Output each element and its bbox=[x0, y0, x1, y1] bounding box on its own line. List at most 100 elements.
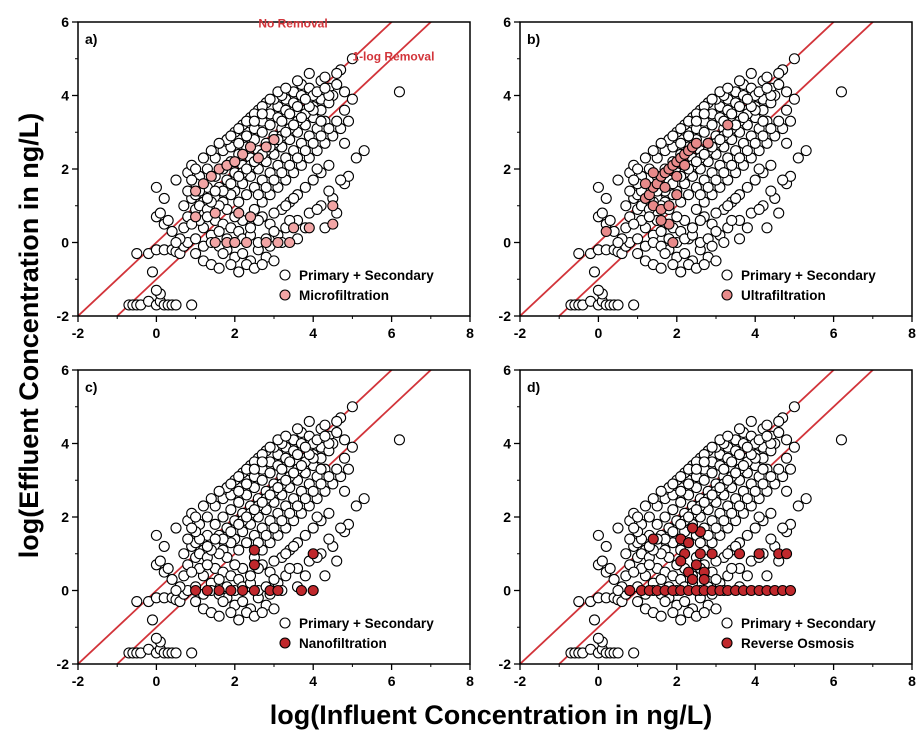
data-point-ultrafiltration bbox=[702, 137, 714, 149]
data-point-primary-secondary bbox=[217, 511, 229, 523]
data-point-primary-secondary bbox=[299, 441, 311, 453]
y-tick-label: 0 bbox=[61, 583, 69, 599]
data-point-primary-secondary bbox=[150, 529, 162, 541]
x-tick-label: -2 bbox=[72, 673, 85, 689]
data-point-primary-secondary bbox=[588, 266, 601, 278]
x-tick-label: 0 bbox=[153, 325, 161, 341]
data-point-primary-secondary bbox=[256, 126, 268, 138]
data-point-primary-secondary bbox=[667, 606, 679, 619]
data-point-primary-secondary bbox=[710, 522, 722, 534]
data-point-primary-secondary bbox=[233, 518, 245, 530]
data-point-reverse-osmosis bbox=[781, 548, 793, 560]
data-point-primary-secondary bbox=[233, 485, 245, 497]
data-point-primary-secondary bbox=[679, 595, 691, 608]
x-tick-label: 8 bbox=[908, 325, 916, 341]
data-point-primary-secondary bbox=[655, 225, 667, 238]
data-point-microfiltration bbox=[190, 185, 202, 197]
data-point-primary-secondary bbox=[201, 511, 213, 523]
data-point-primary-secondary bbox=[749, 485, 761, 497]
data-point-primary-secondary bbox=[741, 222, 753, 234]
data-point-primary-secondary bbox=[690, 203, 702, 215]
data-point-primary-secondary bbox=[358, 493, 370, 505]
data-point-primary-secondary bbox=[647, 493, 659, 505]
data-point-primary-secondary bbox=[225, 178, 237, 190]
data-point-primary-secondary bbox=[698, 258, 710, 271]
data-point-nanofiltration bbox=[201, 584, 213, 597]
data-point-primary-secondary bbox=[639, 152, 651, 164]
data-point-primary-secondary bbox=[233, 196, 245, 208]
data-point-primary-secondary bbox=[675, 496, 687, 508]
data-point-reverse-osmosis bbox=[694, 548, 706, 560]
data-point-primary-secondary bbox=[698, 108, 710, 120]
data-point-primary-secondary bbox=[213, 225, 225, 238]
data-point-primary-secondary bbox=[339, 434, 351, 446]
data-point-primary-secondary bbox=[299, 529, 311, 541]
data-point-microfiltration bbox=[229, 236, 241, 249]
data-point-microfiltration bbox=[209, 236, 221, 249]
data-point-primary-secondary bbox=[781, 104, 793, 116]
data-point-primary-secondary bbox=[741, 181, 753, 193]
data-point-primary-secondary bbox=[643, 559, 655, 571]
data-point-primary-secondary bbox=[311, 203, 323, 215]
data-point-primary-secondary bbox=[264, 119, 276, 131]
data-point-primary-secondary bbox=[264, 93, 276, 105]
data-point-primary-secondary bbox=[573, 595, 585, 608]
data-point-primary-secondary bbox=[303, 67, 315, 79]
data-point-primary-secondary bbox=[319, 570, 331, 582]
data-point-primary-secondary bbox=[233, 266, 245, 278]
data-point-primary-secondary bbox=[213, 262, 225, 274]
data-point-primary-secondary bbox=[592, 529, 604, 541]
data-point-primary-secondary bbox=[765, 185, 777, 197]
data-point-primary-secondary bbox=[632, 511, 644, 523]
data-point-primary-secondary bbox=[773, 115, 785, 127]
x-tick-label: 4 bbox=[751, 673, 759, 689]
data-point-primary-secondary bbox=[299, 145, 311, 157]
data-point-primary-secondary bbox=[698, 456, 710, 468]
data-point-primary-secondary bbox=[315, 478, 327, 490]
data-point-primary-secondary bbox=[765, 533, 777, 545]
data-point-primary-secondary bbox=[730, 467, 742, 479]
data-point-primary-secondary bbox=[765, 471, 777, 483]
data-point-primary-secondary bbox=[241, 189, 253, 201]
data-point-primary-secondary bbox=[773, 415, 785, 428]
data-point-primary-secondary bbox=[726, 562, 738, 575]
data-point-primary-secondary bbox=[346, 401, 358, 413]
y-tick-label: 2 bbox=[61, 509, 69, 525]
data-point-nanofiltration bbox=[213, 584, 225, 597]
data-point-primary-secondary bbox=[268, 174, 280, 186]
data-point-primary-secondary bbox=[299, 93, 311, 105]
data-point-reverse-osmosis bbox=[683, 537, 695, 549]
legend-marker-primary-secondary bbox=[721, 269, 733, 281]
data-point-primary-secondary bbox=[620, 548, 632, 560]
data-point-primary-secondary bbox=[146, 614, 159, 626]
data-point-primary-secondary bbox=[276, 515, 288, 527]
data-point-primary-secondary bbox=[714, 482, 726, 494]
data-point-primary-secondary bbox=[777, 522, 789, 534]
data-point-primary-secondary bbox=[690, 463, 702, 475]
data-point-primary-secondary bbox=[761, 82, 773, 94]
data-point-primary-secondary bbox=[761, 419, 773, 431]
legend-marker-primary-secondary bbox=[279, 269, 291, 281]
data-point-primary-secondary bbox=[256, 496, 268, 508]
data-point-primary-secondary bbox=[781, 137, 793, 149]
data-point-primary-secondary bbox=[393, 86, 405, 98]
data-point-primary-secondary bbox=[233, 496, 245, 508]
y-tick-label: 0 bbox=[503, 235, 511, 251]
data-point-primary-secondary bbox=[792, 152, 804, 164]
data-point-primary-secondary bbox=[339, 104, 351, 116]
data-point-primary-secondary bbox=[323, 159, 335, 171]
y-tick-label: 2 bbox=[61, 161, 69, 177]
data-point-primary-secondary bbox=[773, 463, 785, 475]
data-point-primary-secondary bbox=[197, 152, 209, 164]
data-point-primary-secondary bbox=[288, 540, 300, 552]
data-point-primary-secondary bbox=[264, 441, 276, 453]
data-point-primary-secondary bbox=[233, 170, 245, 182]
legend-label-primary-secondary: Primary + Secondary bbox=[299, 268, 434, 283]
data-point-primary-secondary bbox=[190, 247, 202, 260]
data-point-microfiltration bbox=[272, 236, 284, 249]
data-point-primary-secondary bbox=[241, 511, 253, 523]
data-point-primary-secondary bbox=[339, 452, 351, 464]
data-point-reverse-osmosis bbox=[686, 522, 699, 534]
data-point-primary-secondary bbox=[718, 515, 730, 527]
data-point-primary-secondary bbox=[213, 137, 225, 149]
